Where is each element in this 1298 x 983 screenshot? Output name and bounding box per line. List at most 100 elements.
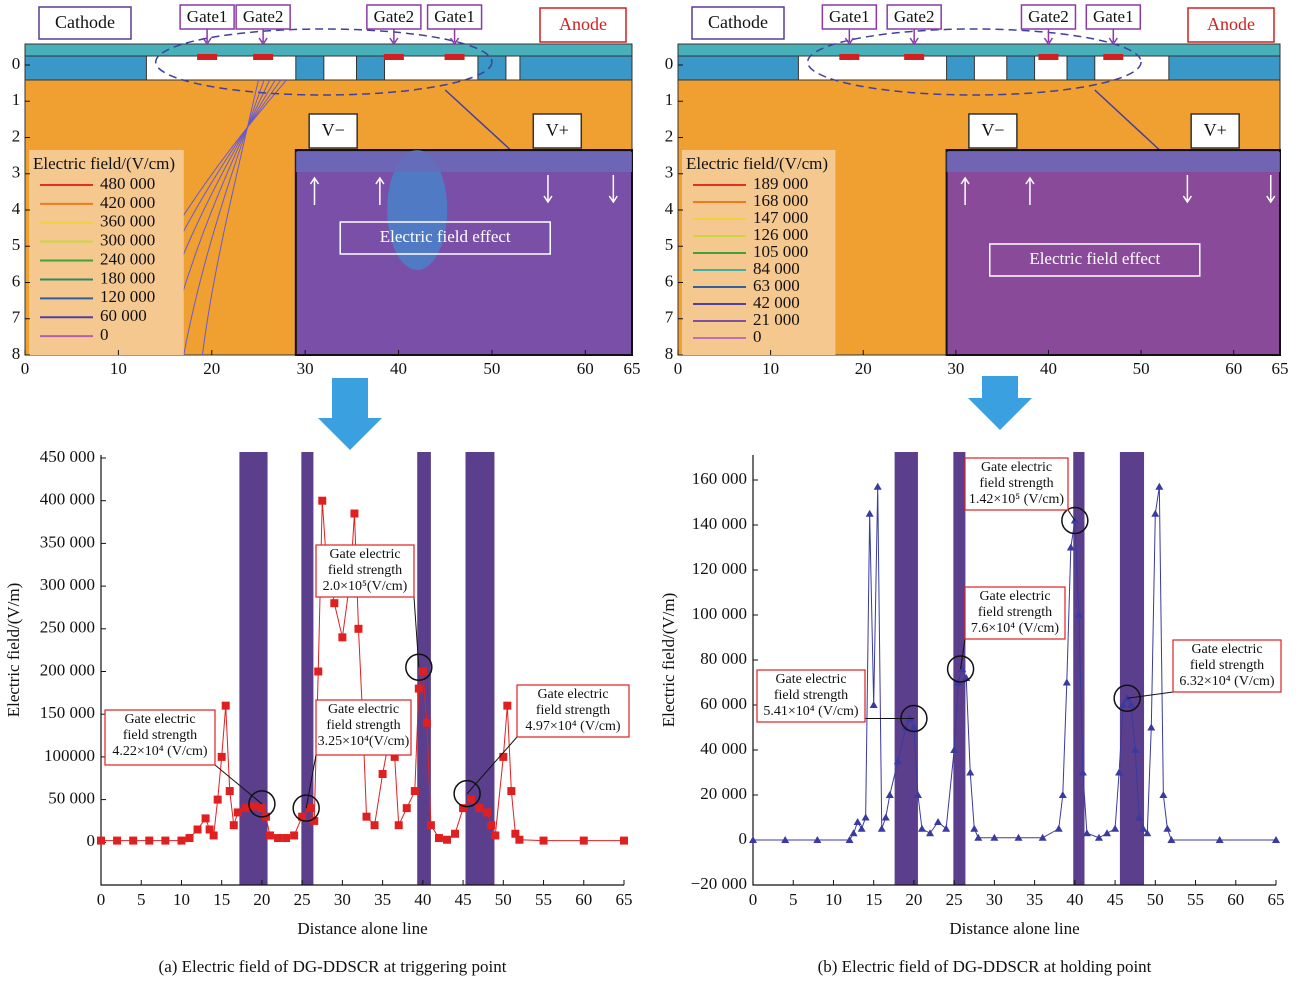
marker [966, 769, 974, 776]
x-tick-label: 35 [374, 890, 391, 909]
anode-label: Anode [1207, 14, 1255, 34]
marker [970, 825, 978, 832]
marker [1159, 791, 1167, 798]
gate-metal [253, 54, 273, 60]
y-tick-label: 0 [665, 54, 674, 73]
marker [234, 808, 242, 816]
x-tick-label: 60 [575, 890, 592, 909]
x-tick-label: 40 [1066, 890, 1083, 909]
oxide-layer [25, 44, 632, 56]
legend-label: 60 000 [100, 306, 147, 325]
caption: (b) Electric field of DG-DDSCR at holdin… [818, 957, 1152, 976]
y-tick-label: 4 [12, 199, 21, 218]
y-axis-title: Electric field/(V/m) [4, 583, 23, 718]
annotation-text: Gate electric [775, 672, 846, 687]
marker [475, 804, 483, 812]
arrow [318, 378, 382, 450]
marker [338, 633, 346, 641]
well-block [947, 56, 975, 80]
marker [503, 702, 511, 710]
annotation-text: 7.6×10⁴ (V/cm) [971, 621, 1060, 636]
legend-label: 180 000 [100, 268, 155, 287]
marker [226, 787, 234, 795]
caption: (a) Electric field of DG-DDSCR at trigge… [159, 957, 507, 976]
y-tick-label: 50 000 [48, 789, 95, 808]
x-tick-label: 40 [1040, 359, 1057, 378]
x-tick-label: 55 [535, 890, 552, 909]
gate-pointer [390, 29, 398, 44]
v-minus-label: V− [322, 120, 345, 140]
y-tick-label: 150 000 [40, 703, 95, 722]
annotation-text: field strength [328, 563, 402, 578]
y-tick-label: 140 000 [692, 514, 747, 533]
y-tick-label: 100000 [44, 746, 95, 765]
annotation-text: 3.25×10⁴(V/cm) [318, 734, 410, 749]
v-minus-label: V− [981, 120, 1004, 140]
inset-top [296, 152, 632, 172]
annotation-text: Gate electric [981, 460, 1052, 475]
x-tick-label: 65 [624, 359, 641, 378]
y-tick-label: 250 000 [40, 618, 95, 637]
marker [540, 837, 548, 845]
v-plus-label: V+ [546, 120, 569, 140]
marker [858, 825, 866, 832]
legend-label: 0 [753, 327, 762, 346]
x-tick-label: 0 [21, 359, 30, 378]
y-tick-label: 2 [12, 126, 21, 145]
marker [423, 719, 431, 727]
marker [866, 510, 874, 517]
y-tick-label: 80 000 [700, 649, 747, 668]
marker [870, 701, 878, 708]
y-tick-label: 1 [12, 90, 21, 109]
marker [874, 483, 882, 490]
legend-label: 240 000 [100, 249, 155, 268]
x-tick-label: 30 [986, 890, 1003, 909]
x-tick-label: 60 [1225, 359, 1242, 378]
y-tick-label: 8 [12, 344, 21, 363]
legend-label: 420 000 [100, 193, 155, 212]
y-tick-label: 450 000 [40, 447, 95, 466]
annotation-text: field strength [1190, 658, 1264, 673]
gate-pointer [1044, 29, 1052, 44]
y-tick-label: 40 000 [700, 739, 747, 758]
y-tick-label: 4 [665, 199, 674, 218]
x-tick-label: 25 [294, 890, 311, 909]
marker [515, 836, 523, 844]
annotation-text: field strength [774, 688, 848, 703]
x-tick-label: 65 [616, 890, 633, 909]
marker [161, 837, 169, 845]
x-tick-label: 15 [213, 890, 230, 909]
x-tick-label: 65 [1272, 359, 1289, 378]
gate-metal [1103, 54, 1123, 60]
x-tick-label: 45 [455, 890, 472, 909]
marker [507, 787, 515, 795]
x-tick-label: 60 [577, 359, 594, 378]
marker [862, 814, 870, 821]
y-tick-label: 5 [665, 235, 674, 254]
annotation-text: field strength [326, 718, 400, 733]
marker [580, 837, 588, 845]
annotation-text: 2.0×10⁵(V/cm) [323, 579, 408, 594]
y-tick-label: 200 000 [40, 660, 95, 679]
marker [258, 804, 266, 812]
gate-pointer [845, 29, 853, 44]
annotation-text: 4.97×10⁴ (V/cm) [525, 719, 621, 734]
x-tick-label: 0 [97, 890, 106, 909]
v-plus-label: V+ [1204, 120, 1227, 140]
marker [1095, 834, 1103, 841]
marker [371, 821, 379, 829]
gate-band [895, 452, 918, 885]
marker [266, 831, 274, 839]
annotation-text: field strength [123, 728, 197, 743]
y-tick-label: 6 [665, 271, 674, 290]
gate-pointer [1109, 29, 1117, 44]
y-tick-label: 60 000 [700, 694, 747, 713]
gate-label: Gate2 [374, 7, 415, 26]
marker [97, 837, 105, 845]
marker [878, 825, 886, 832]
legend-title: Electric field/(V/cm) [33, 154, 175, 173]
x-tick-label: 50 [495, 890, 512, 909]
inset-top [947, 152, 1280, 172]
marker [282, 834, 290, 842]
annotation-text: field strength [978, 605, 1052, 620]
